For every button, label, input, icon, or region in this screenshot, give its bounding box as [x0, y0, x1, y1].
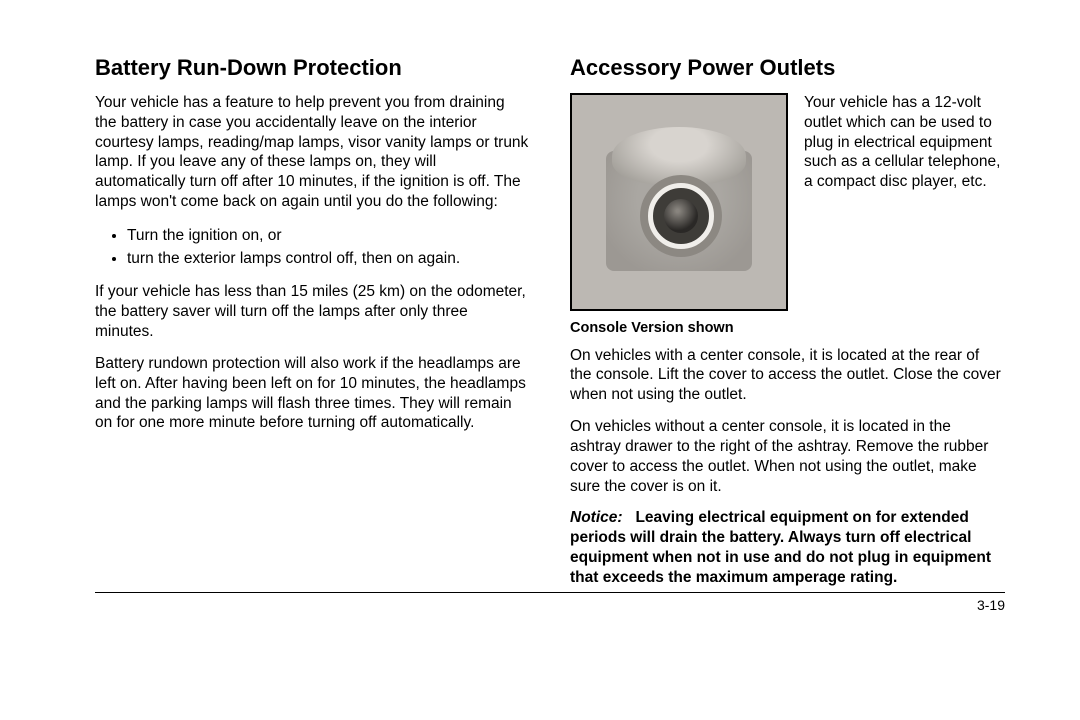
left-p3: Battery rundown protection will also wor… [95, 354, 530, 433]
left-bullets: Turn the ignition on, or turn the exteri… [95, 224, 530, 271]
right-column: Accessory Power Outlets Console Version … [570, 55, 1005, 605]
bullet-1: Turn the ignition on, or [127, 224, 530, 247]
outlet-figure [570, 93, 788, 311]
bullet-2: turn the exterior lamps control off, the… [127, 247, 530, 270]
left-p1: Your vehicle has a feature to help preve… [95, 93, 530, 212]
right-p2: On vehicles without a center console, it… [570, 417, 1005, 496]
page-footer: 3-19 [95, 592, 1005, 613]
socket-inner-shape [664, 199, 698, 233]
right-heading: Accessory Power Outlets [570, 55, 1005, 81]
manual-page: Battery Run-Down Protection Your vehicle… [0, 0, 1080, 635]
figure-side-text: Your vehicle has a 12-volt outlet which … [804, 93, 1005, 192]
left-column: Battery Run-Down Protection Your vehicle… [95, 55, 530, 605]
figure-caption: Console Version shown [570, 319, 788, 338]
image-text-row: Console Version shown Your vehicle has a… [570, 93, 1005, 338]
left-p2: If your vehicle has less than 15 miles (… [95, 282, 530, 341]
right-side-p: Your vehicle has a 12-volt outlet which … [804, 93, 1005, 192]
right-p1: On vehicles with a center console, it is… [570, 346, 1005, 405]
notice-body: Leaving electrical equipment on for exte… [570, 509, 991, 585]
left-heading: Battery Run-Down Protection [95, 55, 530, 81]
notice-paragraph: Notice: Leaving electrical equipment on … [570, 508, 1005, 587]
page-number: 3-19 [977, 597, 1005, 613]
figure-block: Console Version shown [570, 93, 788, 338]
notice-lead: Notice: [570, 509, 623, 526]
